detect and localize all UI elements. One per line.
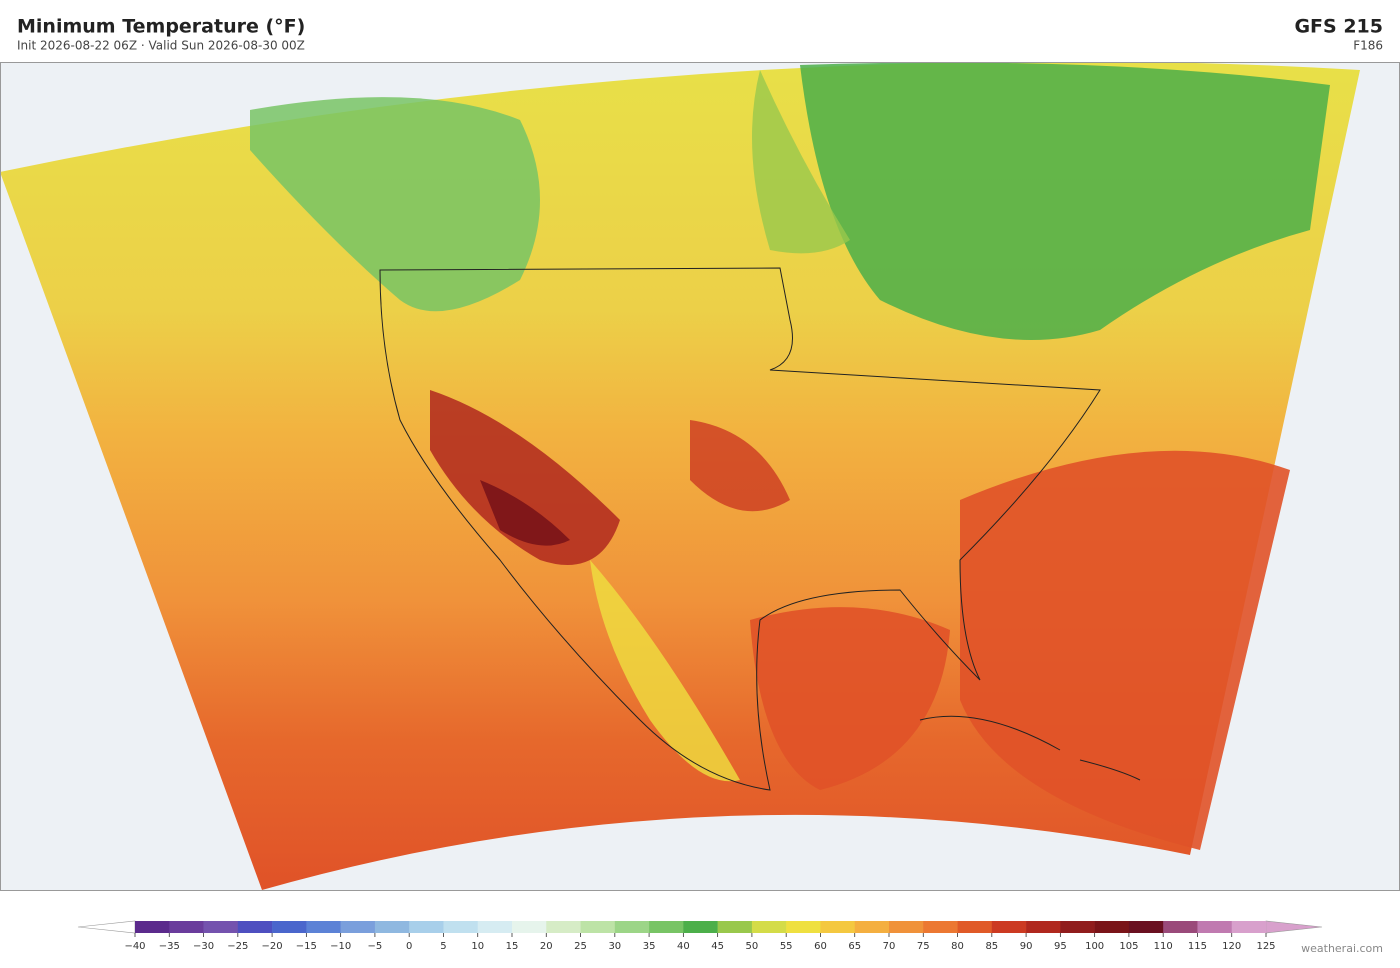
colorbar-bin	[409, 921, 444, 933]
colorbar-tick-label: 30	[608, 941, 621, 952]
colorbar-bin	[306, 921, 341, 933]
colorbar-bin	[512, 921, 547, 933]
forecast-hour: F186	[1353, 39, 1383, 53]
colorbar-bin	[957, 921, 993, 933]
hot-region	[430, 390, 620, 565]
colorbar-tick-label: 10	[471, 941, 484, 952]
colorbar-bin	[546, 921, 581, 933]
colorbar-tick-label: 0	[406, 941, 412, 952]
colorbar-bin	[135, 921, 170, 933]
colorbar-bin	[1026, 921, 1061, 933]
colorbar-bin	[683, 921, 718, 933]
colorbar-bin	[854, 921, 890, 933]
colorbar-bin	[1163, 921, 1198, 933]
warm-sea	[960, 450, 1290, 850]
colorbar-tick-label: 15	[506, 941, 519, 952]
colorbar-tick-label: −15	[296, 941, 317, 952]
colorbar-extend	[1265, 920, 1323, 934]
cool-region	[250, 97, 540, 312]
colorbar-bin	[923, 921, 958, 933]
cool-highland	[590, 560, 740, 782]
colorbar-tick-label: 60	[814, 941, 827, 952]
model: GFS 215	[1294, 16, 1383, 38]
colorbar-bin	[374, 921, 410, 933]
colorbar-bin	[1094, 921, 1130, 933]
colorbar-tick-label: 120	[1222, 941, 1241, 952]
hot-region	[690, 420, 790, 512]
colorbar-extend	[77, 920, 136, 934]
colorbar-tick-label: 85	[985, 941, 998, 952]
colorbar-tick-label: 35	[643, 941, 656, 952]
colorbar-tick-label: 45	[711, 941, 724, 952]
colorbar-tick-label: 115	[1188, 941, 1207, 952]
colorbar-tick-label: 100	[1085, 941, 1104, 952]
colorbar-bin	[751, 921, 787, 933]
colorbar-bin	[443, 921, 479, 933]
colorbar-tick-label: −35	[159, 941, 180, 952]
subtitle: Init 2026-08-22 06Z · Valid Sun 2026-08-…	[17, 39, 305, 53]
colorbar-bin	[889, 921, 924, 933]
colorbar-tick-label: 110	[1154, 941, 1173, 952]
colorbar-bin	[477, 921, 513, 933]
colorbar-tick-label: 65	[848, 941, 861, 952]
colorbar-tick-label: 95	[1054, 941, 1067, 952]
colorbar-tick-label: −20	[262, 941, 283, 952]
colorbar-tick-label: −30	[193, 941, 214, 952]
colorbar-tick-label: −10	[330, 941, 351, 952]
colorbar-bin	[203, 921, 239, 933]
colorbar-tick-label: 25	[574, 941, 587, 952]
colorbar-bin	[237, 921, 273, 933]
coastline	[379, 267, 1101, 791]
colorbar-bin	[580, 921, 616, 933]
colorbar-bin	[1231, 921, 1267, 933]
colorbar-bin	[991, 921, 1027, 933]
colorbar-bin	[820, 921, 856, 933]
coastline	[919, 715, 1141, 781]
colorbar-tick-label: 105	[1119, 941, 1138, 952]
title: Minimum Temperature (°F)	[17, 16, 305, 38]
colorbar-bin	[1128, 921, 1164, 933]
credit: weatherai.com	[1301, 942, 1383, 955]
colorbar-bin	[340, 921, 376, 933]
cool-region	[800, 63, 1330, 340]
colorbar-tick-label: 50	[746, 941, 759, 952]
colorbar-tick-label: 20	[540, 941, 553, 952]
colorbar-tick-label: 80	[951, 941, 964, 952]
colorbar-bin	[1197, 921, 1233, 933]
colorbar-tick-label: 40	[677, 941, 690, 952]
colorbar-bin	[614, 921, 650, 933]
colorbar-bin	[169, 921, 204, 933]
colorbar-tick-label: 55	[780, 941, 793, 952]
colorbar: −40 −35 −30 −25 −20 −15 −10 −5 0 5 10 15 20 25 30 35 40 4…	[77, 920, 1323, 952]
colorbar-tick-label: −5	[368, 941, 383, 952]
colorbar-bin	[649, 921, 684, 933]
cool-region	[752, 70, 850, 254]
colorbar-bin	[1060, 921, 1095, 933]
colorbar-tick-label: −40	[124, 941, 145, 952]
warm-sea	[750, 607, 950, 790]
map	[0, 62, 1400, 891]
colorbar-tick-label: 5	[440, 941, 446, 952]
colorbar-tick-label: 90	[1020, 941, 1033, 952]
colorbar-bin	[272, 921, 307, 933]
colorbar-tick-label: −25	[227, 941, 248, 952]
colorbar-bin	[717, 921, 753, 933]
colorbar-tick-label: 75	[917, 941, 930, 952]
colorbar-tick-label: 70	[883, 941, 896, 952]
colorbar-bin	[786, 921, 821, 933]
hot-region	[480, 480, 570, 546]
colorbar-tick-label: 125	[1256, 941, 1275, 952]
